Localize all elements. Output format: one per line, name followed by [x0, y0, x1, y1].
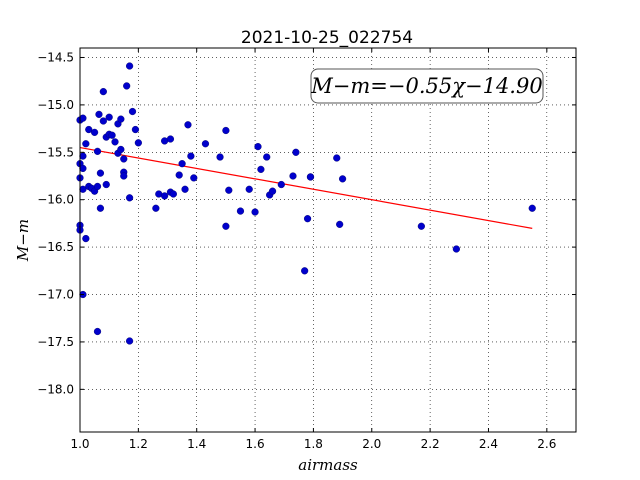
y-tick-label: −14.5	[37, 50, 74, 64]
data-point	[333, 154, 341, 162]
data-point	[85, 125, 93, 134]
data-point	[96, 204, 105, 212]
data-point	[181, 185, 189, 193]
data-point	[93, 147, 102, 155]
plot-frame	[79, 47, 577, 433]
annotation-box	[310, 68, 544, 104]
y-tick-label: −16.5	[37, 240, 74, 254]
x-tick-label: 2.0	[362, 437, 381, 451]
fit-line	[79, 146, 533, 229]
y-axis-label: M−m	[14, 219, 32, 262]
data-point	[161, 192, 169, 200]
y-tick-label: −17.0	[37, 288, 74, 302]
data-point	[184, 121, 192, 129]
data-point	[263, 153, 271, 161]
data-point	[79, 164, 87, 173]
data-point	[96, 169, 105, 177]
data-point	[187, 152, 195, 160]
data-point	[528, 204, 536, 212]
data-point	[201, 140, 210, 148]
axis-ticks	[79, 48, 576, 432]
data-point	[452, 245, 460, 253]
x-tick-label: 1.0	[70, 437, 89, 451]
data-point	[175, 171, 183, 179]
x-tick-labels: 1.0 1.2 1.4 1.6 1.8 2.0 2.2 2.4 2.6	[70, 437, 556, 451]
data-point	[268, 187, 277, 195]
chart-title: 2021-10-25_022754	[241, 28, 413, 48]
data-point	[216, 153, 224, 161]
data-point	[257, 165, 265, 173]
data-point	[128, 107, 137, 116]
x-tick-label: 2.6	[537, 437, 556, 451]
data-point	[245, 185, 253, 193]
data-point	[131, 125, 140, 134]
data-point	[120, 155, 128, 163]
fit-line-group	[79, 146, 533, 229]
data-point	[236, 207, 245, 215]
x-tick-label: 1.6	[246, 437, 265, 451]
data-point	[178, 160, 186, 168]
data-point	[93, 327, 102, 336]
data-point	[93, 182, 102, 191]
data-point	[82, 140, 90, 148]
data-point	[134, 139, 142, 147]
data-point	[126, 194, 134, 202]
fit-equation-annotation: M−m=−0.55χ−14.90	[310, 74, 542, 98]
data-point	[123, 82, 131, 90]
data-point	[303, 215, 312, 223]
data-point	[95, 110, 103, 118]
x-tick-label: 1.4	[187, 437, 206, 451]
data-point	[277, 180, 285, 189]
data-point	[292, 148, 300, 156]
grid-lines	[79, 48, 576, 432]
data-point	[306, 173, 315, 181]
data-point	[99, 88, 107, 96]
data-point	[417, 222, 425, 230]
data-point	[102, 180, 110, 189]
y-tick-label: −16.0	[37, 193, 74, 207]
data-point	[338, 175, 347, 183]
data-point	[225, 186, 233, 194]
data-point	[79, 114, 87, 122]
y-tick-label: −15.0	[37, 98, 74, 112]
x-tick-label: 1.8	[304, 437, 323, 451]
data-point	[190, 174, 198, 182]
data-point	[222, 126, 230, 135]
data-point	[108, 131, 116, 139]
data-point	[254, 143, 262, 151]
y-tick-labels: −14.5 −15.0 −15.5 −16.0 −16.5 −17.0 −17.5 −18.0	[37, 50, 74, 396]
data-point	[111, 138, 119, 146]
data-point	[90, 128, 99, 136]
data-point	[105, 113, 113, 121]
x-tick-label: 1.2	[129, 437, 148, 451]
data-point	[152, 204, 160, 212]
data-point	[301, 267, 309, 275]
data-points	[76, 62, 536, 345]
data-point	[126, 337, 134, 345]
data-point	[79, 152, 87, 160]
data-point	[336, 220, 344, 228]
plot-area	[80, 48, 576, 432]
data-point	[222, 222, 230, 230]
data-point	[289, 172, 297, 180]
data-point	[117, 115, 125, 123]
data-point	[117, 145, 125, 154]
x-tick-label: 2.2	[421, 437, 440, 451]
data-point	[126, 62, 134, 70]
data-point	[169, 190, 177, 198]
y-tick-label: −18.0	[37, 382, 74, 396]
data-point	[166, 135, 175, 143]
y-tick-label: −17.5	[37, 335, 74, 349]
x-axis-label: airmass	[298, 456, 358, 474]
data-point	[251, 208, 259, 216]
data-point	[99, 117, 107, 125]
x-tick-label: 2.4	[479, 437, 498, 451]
y-tick-label: −15.5	[37, 145, 74, 159]
data-point	[82, 234, 90, 243]
data-point	[120, 172, 128, 180]
